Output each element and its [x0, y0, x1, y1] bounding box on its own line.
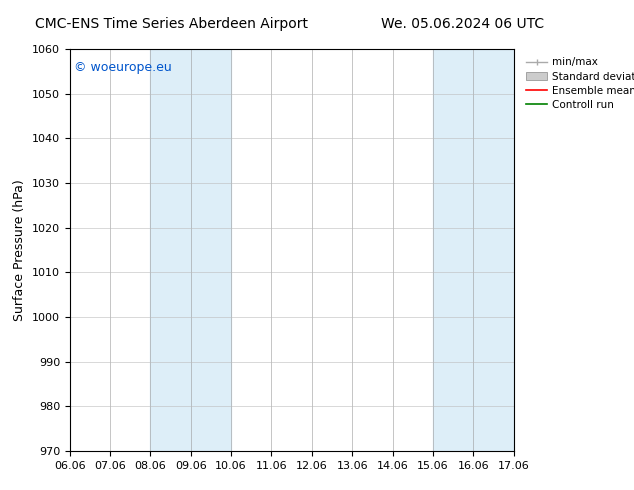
Bar [150, 49, 231, 451]
Text: We. 05.06.2024 06 UTC: We. 05.06.2024 06 UTC [381, 17, 545, 31]
Text: CMC-ENS Time Series Aberdeen Airport: CMC-ENS Time Series Aberdeen Airport [35, 17, 307, 31]
Bar [433, 49, 514, 451]
Legend: min/max, Standard deviation, Ensemble mean run, Controll run: min/max, Standard deviation, Ensemble me… [523, 54, 634, 113]
Y-axis label: Surface Pressure (hPa): Surface Pressure (hPa) [13, 179, 27, 321]
Text: © woeurope.eu: © woeurope.eu [74, 61, 172, 74]
